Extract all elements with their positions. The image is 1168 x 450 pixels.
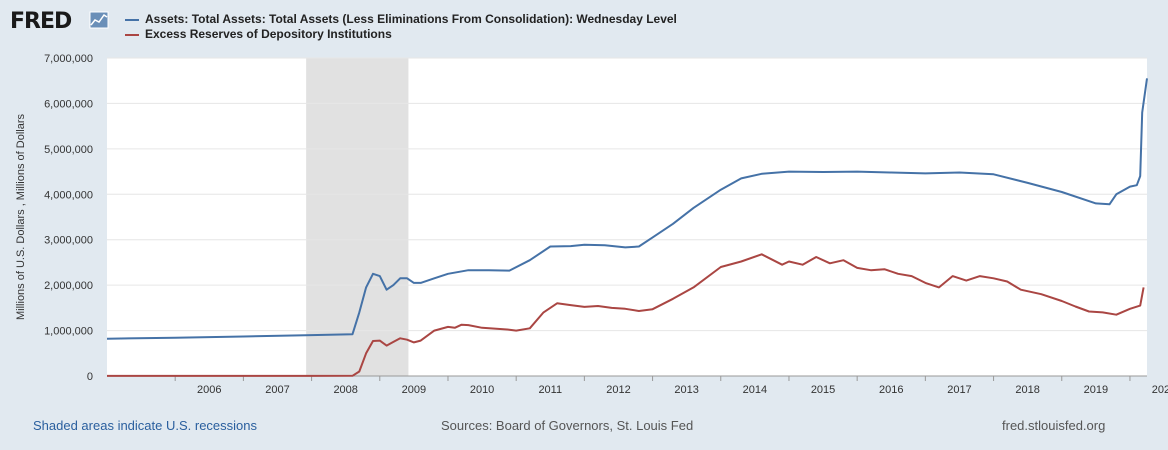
legend-item-assets: Assets: Total Assets: Total Assets (Less… — [125, 12, 677, 26]
fred-logo-text: FRED — [10, 9, 72, 32]
fred-logo: FRED — [10, 9, 109, 32]
x-tick-label: 2020 — [1152, 384, 1168, 396]
legend-swatch-reserves — [125, 33, 139, 36]
x-tick-label: 2013 — [674, 384, 698, 396]
y-tick-label: 2,000,000 — [44, 280, 93, 292]
series-line-reserves — [107, 253, 1145, 377]
plot-area — [107, 58, 1147, 376]
y-tick-label: 4,000,000 — [44, 189, 93, 201]
x-tick-label: 2017 — [947, 384, 971, 396]
recession-band — [306, 58, 409, 376]
x-tick-label: 2012 — [606, 384, 630, 396]
legend-label-reserves: Excess Reserves of Depository Institutio… — [145, 27, 392, 41]
y-tick-label: 5,000,000 — [44, 144, 93, 156]
y-tick-label: 3,000,000 — [44, 235, 93, 247]
recession-shading — [306, 58, 409, 376]
grid-lines — [107, 57, 1147, 332]
y-tick-label: 1,000,000 — [44, 326, 93, 338]
x-tick-label: 2008 — [333, 384, 357, 396]
x-tick-label: 2014 — [743, 384, 767, 396]
x-tick-label: 2007 — [265, 384, 289, 396]
x-tick-label: 2010 — [470, 384, 494, 396]
recession-note-link[interactable]: Shaded areas indicate U.S. recessions — [33, 418, 258, 433]
x-tick-label: 2011 — [538, 384, 562, 396]
legend-item-reserves: Excess Reserves of Depository Institutio… — [125, 27, 392, 41]
site-url[interactable]: fred.stlouisfed.org — [1002, 418, 1106, 433]
legend-swatch-assets — [125, 18, 139, 21]
trend-graph-icon — [89, 11, 109, 29]
x-tick-label: 2019 — [1084, 384, 1108, 396]
x-tick-label: 2015 — [811, 384, 835, 396]
y-tick-label: 0 — [87, 371, 93, 383]
sources-text: Sources: Board of Governors, St. Louis F… — [441, 418, 694, 433]
series-line-assets — [106, 78, 1148, 340]
x-tick-label: 2018 — [1015, 384, 1039, 396]
y-axis-ticks: 0 1,000,000 2,000,000 3,000,000 4,000,000 5,0… — [44, 53, 93, 383]
x-tick-label: 2016 — [879, 384, 903, 396]
legend-label-assets: Assets: Total Assets: Total Assets (Less… — [145, 12, 677, 26]
x-tick-label: 2006 — [197, 384, 221, 396]
y-tick-label: 6,000,000 — [44, 98, 93, 110]
line-chart: 0 1,000,000 2,000,000 3,000,000 4,000,000 5,0… — [15, 53, 1168, 396]
x-axis-ticks: 2006 2007 2008 2009 2010 2011 2012 2013 2014 2015… — [107, 375, 1168, 396]
x-tick-label: 2009 — [402, 384, 426, 396]
y-axis-label: Millions of U.S. Dollars , Millions of D… — [15, 114, 27, 320]
y-tick-label: 7,000,000 — [44, 53, 93, 65]
series-lines — [106, 78, 1148, 377]
